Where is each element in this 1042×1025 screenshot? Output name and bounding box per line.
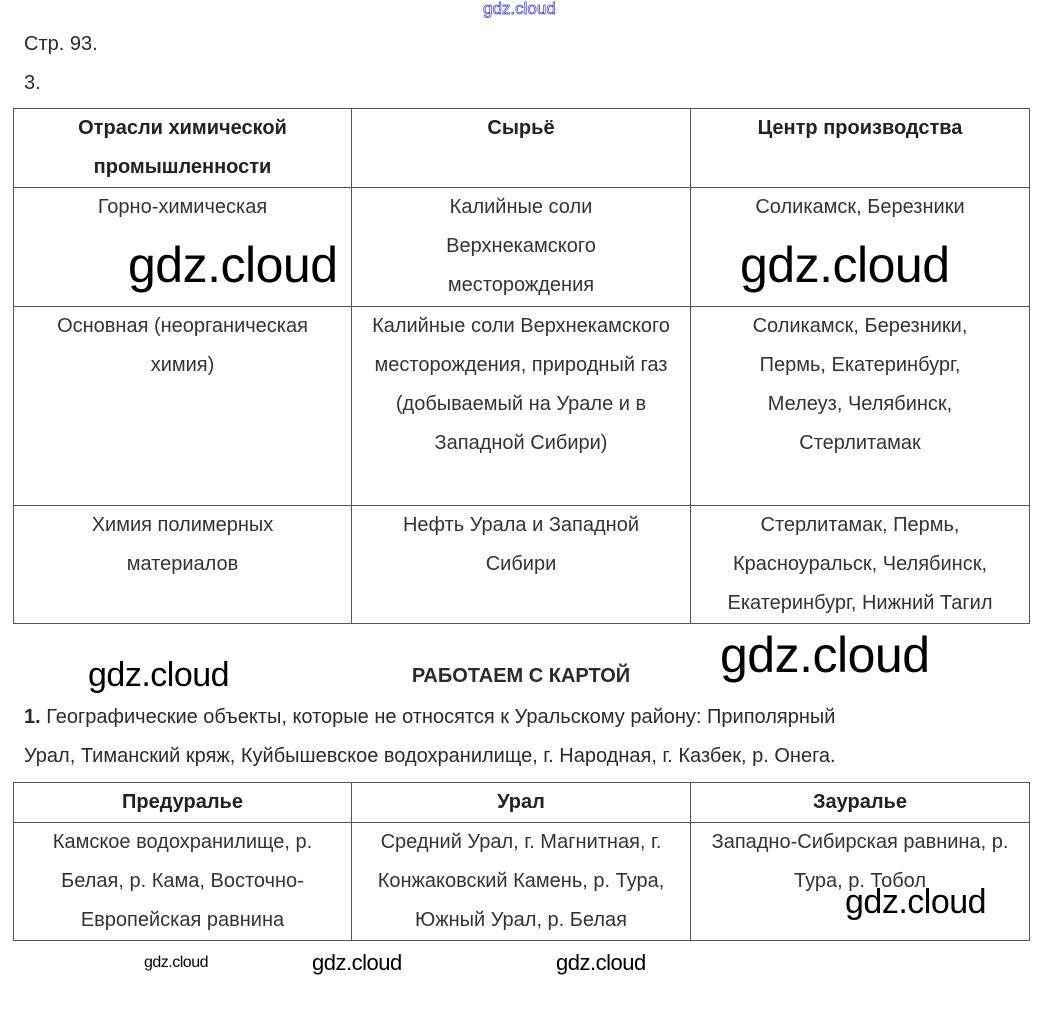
table-cell: Соликамск, Березники, Пермь, Екатеринбур… (690, 306, 1030, 506)
table-row: Горно-химическая Калийные соли Верхнекам… (13, 187, 1030, 307)
task-number: 3. (24, 72, 41, 94)
table-header-row: Отрасли химической промышленности Сырьё … (13, 108, 1030, 188)
watermark-top: gdz.cloud (483, 0, 556, 18)
table-cell: Средний Урал, г. Магнитная, г. Конжаковс… (351, 822, 691, 941)
watermark: gdz.cloud (88, 656, 230, 694)
header-industry: Отрасли химической промышленности (13, 108, 352, 188)
table-header-row: Предуралье Урал Зауралье (13, 782, 1030, 823)
watermark: gdz.cloud (128, 237, 338, 293)
table-cell: Соликамск, Березники (690, 187, 1030, 307)
table-cell: Калийные соли Верхнекамского месторожден… (351, 306, 691, 506)
table-cell: Основная (неорганическая химия) (13, 306, 352, 506)
header-ural: Урал (351, 782, 691, 823)
table-row: Химия полимерных материалов Нефть Урала … (13, 505, 1030, 624)
watermark: gdz.cloud (740, 237, 950, 293)
header-production-center: Центр производства (690, 108, 1030, 188)
header-zauralye: Зауралье (690, 782, 1030, 823)
task1-line1: 1. Географические объекты, которые не от… (24, 698, 835, 737)
watermark: gdz.cloud (312, 950, 402, 975)
table-row: Основная (неорганическая химия) Калийные… (13, 306, 1030, 506)
watermark: gdz.cloud (720, 627, 930, 683)
watermark: gdz.cloud (144, 954, 209, 971)
header-raw-materials: Сырьё (351, 108, 691, 188)
watermark: gdz.cloud (845, 883, 987, 921)
watermark: gdz.cloud (556, 950, 646, 975)
table-cell: Нефть Урала и Западной Сибири (351, 505, 691, 624)
table-cell: Горно-химическая (13, 187, 352, 307)
task1-text-line2: Урал, Тиманский кряж, Куйбышевское водох… (24, 745, 836, 767)
table-cell: Стерлитамак, Пермь, Красноуральск, Челяб… (690, 505, 1030, 624)
table-cell: Камское водохранилище, р. Белая, р. Кама… (13, 822, 352, 941)
header-preduralye: Предуралье (13, 782, 352, 823)
task1-text-line1: Географические объекты, которые не относ… (46, 706, 836, 728)
table-cell: Западно-Сибирская равнина, р. Тура, р. Т… (690, 822, 1030, 941)
section-heading: РАБОТАЕМ С КАРТОЙ (411, 665, 631, 687)
table-cell: Калийные соли Верхнекамского месторожден… (351, 187, 691, 307)
table-row: Камское водохранилище, р. Белая, р. Кама… (13, 822, 1030, 941)
task1-number: 1. (24, 706, 41, 728)
table-cell: Химия полимерных материалов (13, 505, 352, 624)
page-reference: Стр. 93. (24, 33, 98, 55)
ural-regions-table: Предуралье Урал Зауралье Камское водохра… (13, 782, 1030, 941)
chemical-industry-table: Отрасли химической промышленности Сырьё … (13, 108, 1030, 624)
